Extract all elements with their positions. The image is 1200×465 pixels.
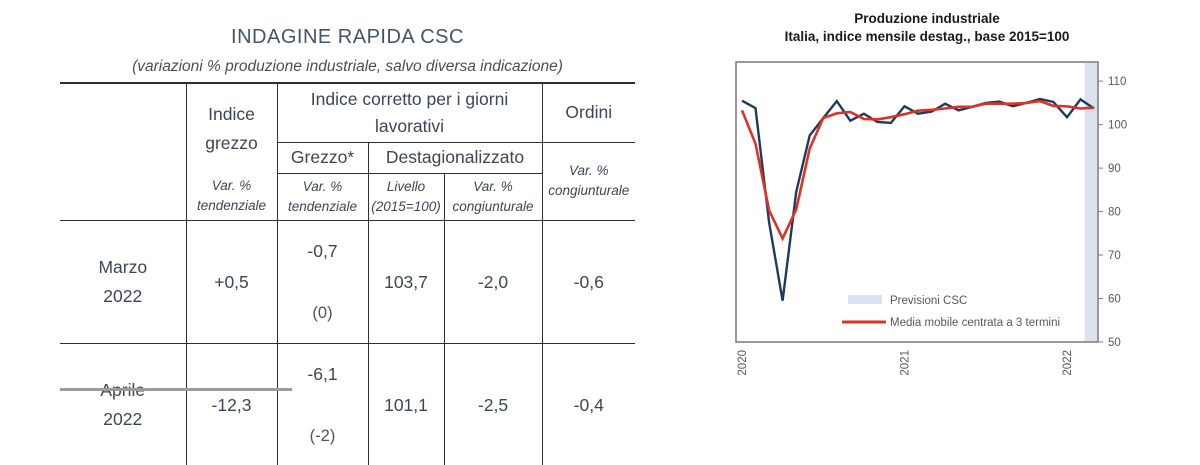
header-ordini: Ordini: [542, 83, 635, 143]
header-destagionalizzato: Destagionalizzato: [368, 142, 543, 174]
cell-value: -6,1: [307, 363, 338, 384]
x-tick-label: 2020: [737, 350, 749, 376]
cell-var-congiunturale: -2,0: [444, 220, 543, 344]
cell-livello: 101,1: [368, 343, 445, 465]
table-bottom-accent: [60, 388, 292, 391]
header-grezzo: Grezzo*: [277, 142, 369, 174]
cell-var-congiunturale: -2,5: [444, 343, 543, 465]
y-tick-label: 80: [1108, 207, 1121, 219]
table-subtitle: (variazioni % produzione industriale, sa…: [132, 58, 563, 75]
legend-line-label: Media mobile centrata a 3 termini: [890, 317, 1060, 329]
y-tick-label: 100: [1108, 120, 1127, 132]
plot-area: [736, 62, 1098, 342]
chart-svg: Produzione industriale Italia, indice me…: [735, 11, 1127, 376]
plot-border: [735, 61, 1099, 343]
cell-note: (0): [312, 303, 333, 322]
cell-ordini: -0,4: [542, 343, 635, 465]
cell-indice-grezzo: -12,3: [186, 343, 278, 465]
chart-subtitle: Italia, indice mensile destag., base 201…: [785, 29, 1070, 44]
cell-note: (-2): [309, 426, 336, 445]
cell-livello: 103,7: [368, 220, 445, 344]
x-tick-label: 2021: [899, 350, 911, 376]
x-axis-ticks: 2020 2021 2022: [737, 350, 1074, 376]
legend: Previsioni CSC Media mobile centrata a 3…: [842, 295, 1060, 329]
header-var-tendenziale-corretto: Var. % tendenziale: [277, 173, 369, 221]
y-tick-label: 60: [1108, 294, 1121, 306]
y-axis-ticks: 50 60 70 80 90 100 110: [1098, 76, 1127, 349]
header-indice-grezzo: Indice grezzo: [186, 83, 278, 173]
row-label: Marzo 2022: [60, 220, 187, 344]
forecast-band: [1084, 63, 1097, 341]
row-label: Aprile 2022: [60, 343, 187, 465]
header-indice-corretto: Indice corretto per i giorni lavorativi: [277, 83, 543, 143]
table-title: INDAGINE RAPIDA CSC: [231, 26, 464, 48]
header-empty-cell: [60, 83, 187, 221]
cell-corretto-grezzo: -0,7 (0): [277, 220, 369, 344]
cell-value: -0,7: [307, 240, 338, 261]
moving-average-line: [740, 99, 1095, 242]
header-var-tendenziale-grezzo: Var. % tendenziale: [186, 173, 278, 221]
index-line: [741, 97, 1095, 301]
x-tick-label: 2022: [1062, 350, 1074, 376]
header-var-congiunturale: Var. % congiunturale: [444, 173, 543, 221]
indagine-table: Indice grezzo Indice corretto per i gior…: [60, 82, 635, 465]
table-row-marzo: Marzo 2022 +0,5 -0,7 (0) 103,7 -2,0 -0,6: [60, 220, 635, 344]
legend-band-label: Previsioni CSC: [890, 295, 967, 307]
y-tick-label: 110: [1108, 76, 1126, 88]
y-tick-label: 70: [1108, 250, 1121, 262]
chart-title: Produzione industriale: [854, 11, 1000, 26]
cell-ordini: -0,6: [542, 220, 635, 344]
cell-indice-grezzo: +0,5: [186, 220, 278, 344]
header-ordini-var-congiunturale: Var. % congiunturale: [542, 142, 635, 221]
y-tick-label: 50: [1108, 337, 1121, 349]
legend-band-swatch: [848, 295, 882, 304]
header-livello: Livello (2015=100): [368, 173, 445, 221]
table-row-aprile: Aprile 2022 -12,3 -6,1 (-2) 101,1 -2,5 -…: [60, 343, 635, 465]
y-tick-label: 90: [1108, 163, 1121, 175]
cell-corretto-grezzo: -6,1 (-2): [277, 343, 369, 465]
